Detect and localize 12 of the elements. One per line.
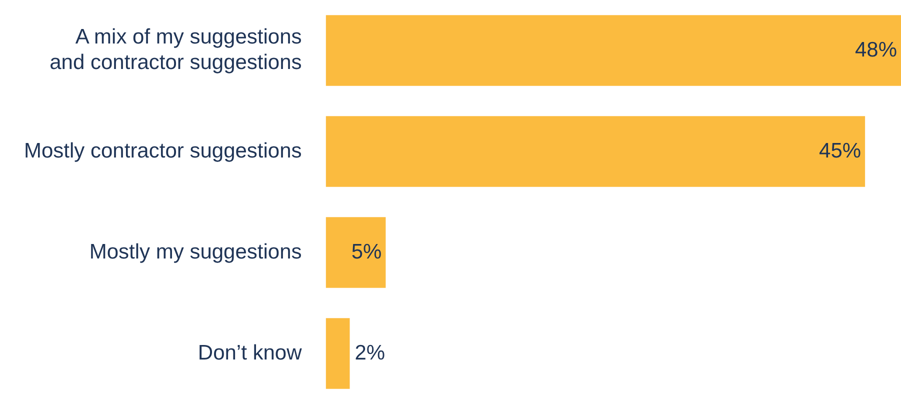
data-label: 48% [854, 38, 897, 62]
data-label: 45% [819, 139, 862, 162]
bar [326, 217, 386, 288]
y-tick-label: Mostly contractor suggestions [24, 139, 302, 162]
data-label: 5% [351, 240, 382, 264]
bar [326, 318, 350, 389]
bar [326, 116, 866, 187]
bar [326, 15, 901, 86]
data-label: 2% [354, 341, 386, 364]
y-tick-label: A mix of my suggestions and contractor suggestions [50, 26, 302, 74]
y-tick-label: Don’t know [198, 341, 303, 364]
y-tick-label: Mostly my suggestions [89, 240, 302, 264]
